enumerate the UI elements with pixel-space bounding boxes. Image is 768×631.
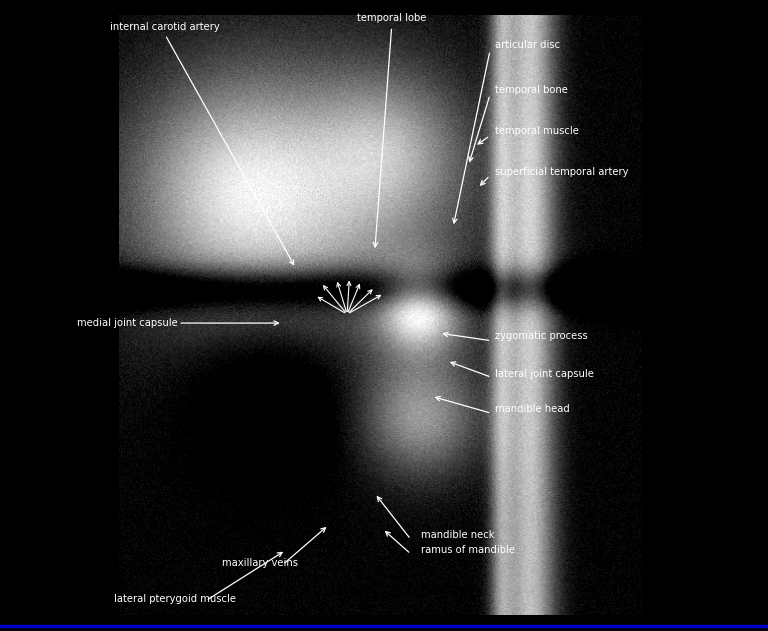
Text: mandible head: mandible head — [495, 404, 570, 414]
Text: medial joint capsule: medial joint capsule — [77, 318, 177, 328]
Text: lateral joint capsule: lateral joint capsule — [495, 369, 594, 379]
Text: maxillary veins: maxillary veins — [222, 558, 297, 568]
Text: internal carotid artery: internal carotid artery — [111, 21, 220, 32]
Text: superficial temporal artery: superficial temporal artery — [495, 167, 629, 177]
Text: ramus of mandible: ramus of mandible — [421, 545, 515, 555]
Text: articular disc: articular disc — [495, 40, 561, 50]
Text: mandible neck: mandible neck — [421, 530, 495, 540]
Text: temporal lobe: temporal lobe — [357, 13, 426, 23]
Text: zygomatic process: zygomatic process — [495, 331, 588, 341]
Text: lateral pterygoid muscle: lateral pterygoid muscle — [114, 594, 236, 604]
Text: temporal muscle: temporal muscle — [495, 126, 579, 136]
Text: temporal bone: temporal bone — [495, 85, 568, 95]
